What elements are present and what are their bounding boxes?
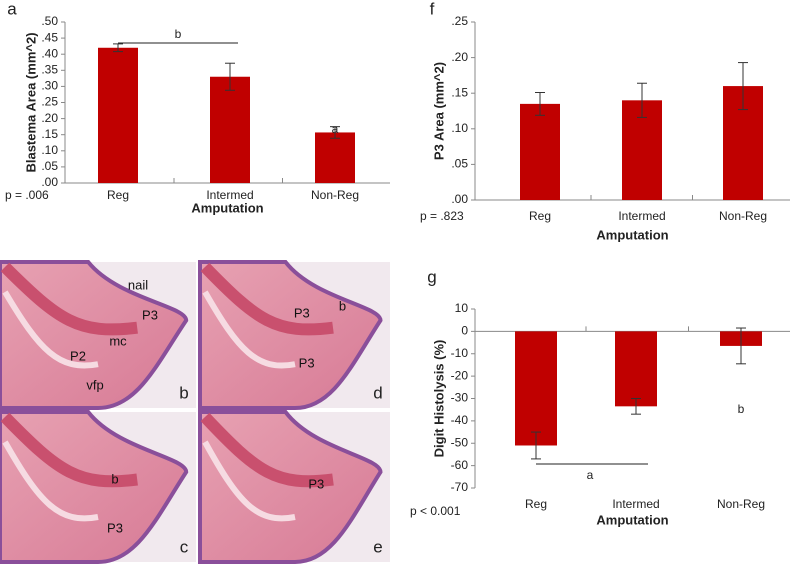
y-tick-label: -30 [451,391,469,405]
tissue-label: vfp [86,377,103,392]
y-tick-label: -60 [451,458,469,472]
tissue-label: P3 [107,520,123,535]
x-tick-label: Non-Reg [311,188,359,202]
panel-letter: b [179,383,188,402]
bone [2,290,99,369]
x-tick-label: Reg [107,188,129,202]
bar [520,103,560,200]
bar [515,331,557,446]
bar [210,76,250,183]
y-tick-label: -10 [451,346,469,360]
bone [2,440,99,522]
x-tick-label: Intermed [206,188,253,202]
panel-letter: e [373,537,382,556]
y-tick-label: 10 [455,301,469,315]
annotation: a [587,468,594,482]
y-tick-label: .20 [41,111,58,125]
x-tick-label: Reg [529,209,551,223]
tissue-label: P3 [299,355,315,370]
p-value: p = .823 [420,209,464,223]
y-tick-label: .35 [41,62,58,76]
y-tick-label: -20 [451,368,469,382]
bone [200,412,334,488]
panel-letter: g [427,267,436,286]
p-value: p = .006 [5,188,49,202]
bar [98,47,138,184]
panel-letter: a [7,0,17,18]
y-tick-label: .45 [41,30,58,44]
annotation: b [175,27,182,41]
panel-letter: f [430,0,435,18]
bone [200,262,334,336]
y-tick-label: .05 [41,159,58,173]
x-tick-label: Intermed [618,209,665,223]
x-tick-label: Non-Reg [717,497,765,511]
bone [0,412,138,488]
y-tick-label: -50 [451,435,469,449]
y-tick-label: -40 [451,413,469,427]
y-axis-title: Digit Histolysis (%) [431,340,446,458]
annotation: b [738,402,745,416]
p-value: p < 0.001 [410,504,461,518]
tissue-label: b [111,471,118,486]
tissue-label: nail [128,277,148,292]
panel-letter: d [373,383,382,402]
y-tick-label: .40 [41,46,58,60]
y-tick-label: .25 [41,95,58,109]
bone [202,440,296,522]
bar [615,331,657,407]
annotation: a [332,122,339,136]
x-axis-title: Amputation [596,512,668,527]
tissue-label: mc [109,333,127,348]
y-axis-title: Blastema Area (mm^2) [23,32,38,172]
y-tick-label: 0 [461,324,468,338]
y-tick-label: .00 [451,192,468,206]
x-tick-label: Intermed [612,497,659,511]
y-tick-label: .00 [41,175,58,189]
y-tick-label: .10 [451,121,468,135]
x-tick-label: Non-Reg [719,209,767,223]
tissue-label: P3 [142,307,158,322]
y-tick-label: .10 [41,143,58,157]
tissue-label: P3 [294,305,310,320]
bone [0,262,138,336]
y-tick-label: .15 [451,85,468,99]
y-tick-label: .20 [451,50,468,64]
x-axis-title: Amputation [191,200,263,215]
tissue-label: b [339,298,346,313]
tissue-label: P2 [70,348,86,363]
y-tick-label: -70 [451,480,469,494]
panel-letter: c [180,537,189,556]
y-tick-label: .05 [451,157,468,171]
x-tick-label: Reg [525,497,547,511]
y-tick-label: .30 [41,79,58,93]
y-axis-title: P3 Area (mm^2) [431,62,446,160]
y-tick-label: .25 [451,14,468,28]
bar [315,132,355,183]
x-axis-title: Amputation [596,227,668,242]
bone [202,290,296,369]
y-tick-label: .50 [41,14,58,28]
tissue-label: P3 [308,476,324,491]
y-tick-label: .15 [41,127,58,141]
